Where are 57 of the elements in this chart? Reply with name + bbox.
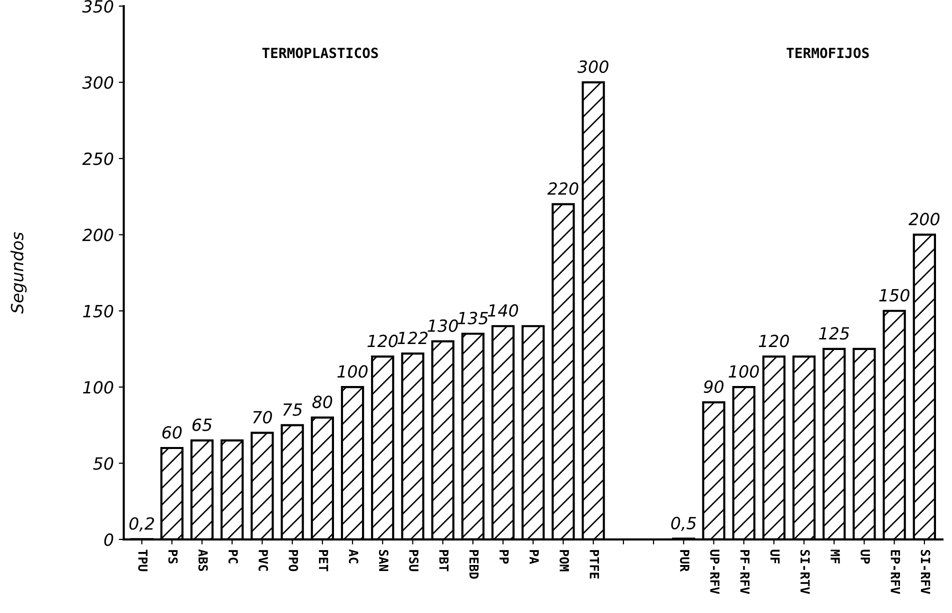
y-tick-label: 50 [93, 457, 114, 470]
data-label: 90 [704, 380, 724, 393]
x-tick-label: POM [560, 550, 570, 572]
data-label: 135 [458, 312, 488, 324]
y-tick-label: 150 [83, 304, 114, 318]
y-tick-label: 350 [82, 0, 114, 13]
x-tick-label: UP [860, 550, 870, 564]
y-axis-title: Segundos [10, 232, 27, 314]
data-label: 220 [547, 182, 578, 195]
x-tick-label: PUR [680, 550, 690, 572]
x-tick-label: PP [500, 550, 509, 564]
data-label: 75 [283, 403, 302, 416]
x-tick-label: SI-RFV [920, 550, 930, 594]
x-tick-label: EP-RFV [890, 550, 900, 594]
y-tick-label: 100 [83, 381, 114, 394]
y-tick-label: 200 [82, 228, 114, 242]
x-tick-label: PBT [439, 550, 448, 572]
data-label: 70 [253, 410, 272, 424]
x-tick-label: ABS [198, 549, 208, 571]
x-tick-label: AC [348, 549, 358, 564]
annotation: TERMOPLASTICOS [262, 48, 378, 58]
y-tick-label: 0 [104, 533, 114, 546]
x-tick-label: PF-RFV [740, 550, 750, 594]
x-tick-label: PET [318, 550, 328, 572]
x-tick-label: SI-RTV [800, 550, 810, 594]
x-tick-label: PC [228, 550, 238, 564]
data-label: 65 [192, 418, 212, 432]
x-tick-label: PS [168, 550, 178, 564]
y-tick-label: 300 [82, 76, 114, 89]
data-label: 120 [368, 334, 398, 348]
data-label: 120 [758, 334, 789, 348]
x-tick-label: MF [830, 550, 840, 564]
x-tick-label: PPO [288, 550, 298, 572]
x-tick-label: UP-RFV [710, 550, 720, 594]
y-tick-label: 250 [82, 152, 114, 166]
data-label: 150 [879, 288, 910, 302]
data-label: 130 [428, 319, 458, 332]
data-label: 125 [819, 327, 850, 340]
data-label: 122 [398, 332, 428, 344]
data-label: 0,5 [671, 516, 696, 532]
x-tick-label: UF [770, 550, 780, 564]
x-tick-label: PTFE [590, 550, 599, 578]
x-tick-label: TPU [138, 550, 148, 572]
x-tick-label: PVC [258, 550, 268, 571]
data-label: 140 [488, 304, 518, 317]
x-tick-label: SAN [378, 550, 388, 571]
data-label: 300 [577, 60, 608, 73]
x-tick-label: PA [530, 550, 539, 564]
data-label: 80 [312, 396, 332, 408]
x-tick-label: PSU [409, 550, 419, 572]
data-label: 100 [337, 365, 368, 378]
data-label: 0,2 [129, 517, 154, 532]
x-tick-label: PEBD [469, 550, 479, 579]
annotation: TERMOFIJOS [786, 48, 869, 58]
data-label: 200 [908, 212, 940, 226]
data-label: 60 [162, 426, 182, 439]
data-label: 100 [728, 365, 759, 378]
